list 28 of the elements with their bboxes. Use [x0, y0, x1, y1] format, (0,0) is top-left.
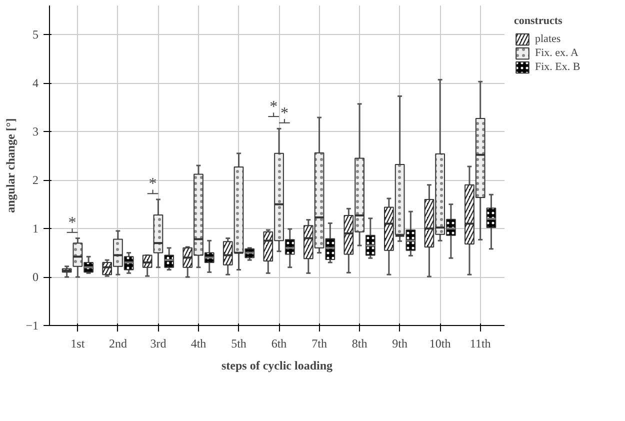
legend-label: plates	[535, 33, 561, 45]
y-tick-label: 3	[32, 124, 38, 139]
legend-label: Fix. Ex. B	[535, 61, 580, 73]
y-tick-label: 2	[32, 173, 38, 188]
annotation: *	[148, 176, 157, 193]
x-tick-label: 10th	[429, 336, 451, 350]
annotation: *	[68, 214, 76, 232]
y-axis-title: angular change [°]	[4, 118, 18, 213]
x-tick-label: 9th	[392, 336, 408, 350]
x-tick-label: 3rd	[150, 336, 166, 350]
x-tick-label: 5th	[231, 336, 246, 350]
y-tick-label: 5	[32, 28, 38, 42]
x-tick-label: 4th	[190, 336, 206, 350]
x-tick-label: 1st	[70, 336, 86, 350]
legend-title: constructs	[514, 15, 564, 27]
y-tick-label: 0	[32, 270, 38, 284]
x-tick-label: 6th	[271, 336, 287, 350]
y-tick-label: 1	[32, 222, 38, 236]
annotation: *	[270, 98, 278, 116]
y-tick-label: −1	[26, 318, 39, 332]
x-tick-label: 7th	[312, 336, 327, 350]
legend-label: Fix. ex. A	[535, 47, 578, 59]
annotation: *	[280, 104, 288, 122]
x-axis-title: steps of cyclic loading	[222, 358, 333, 372]
x-tick-label: 11th	[470, 336, 491, 350]
y-tick-label: 4	[32, 76, 38, 90]
x-tick-label: 8th	[352, 336, 368, 350]
x-tick-label: 2nd	[108, 336, 127, 350]
